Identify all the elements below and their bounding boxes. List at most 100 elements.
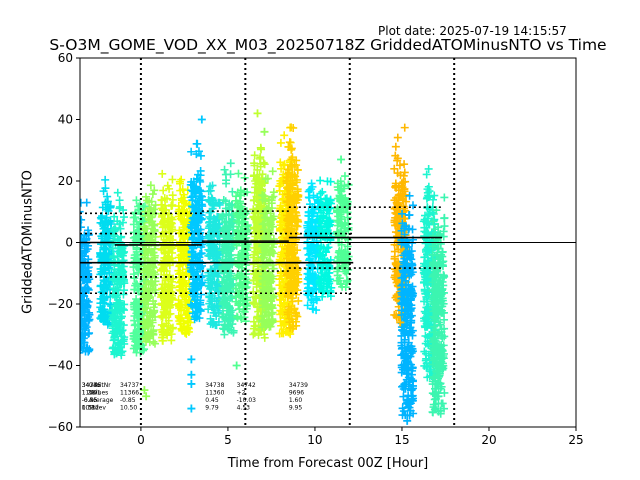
point-marker: [256, 162, 265, 171]
point-marker: [305, 185, 314, 194]
point-marker: [80, 290, 87, 299]
point-marker: [269, 192, 278, 201]
x-tick-label: 10: [307, 433, 322, 447]
point-marker: [197, 249, 206, 258]
point-marker: [129, 270, 138, 279]
point-marker: [308, 209, 317, 218]
point-marker: [290, 160, 299, 169]
point-marker: [144, 317, 153, 326]
cluster-8: [204, 181, 224, 330]
point-marker: [284, 183, 293, 192]
point-marker: [108, 290, 117, 299]
point-marker: [317, 227, 326, 236]
point-marker: [186, 222, 195, 231]
point-marker: [235, 281, 244, 290]
point-marker: [393, 156, 402, 165]
point-marker: [287, 203, 296, 212]
point-marker: [116, 314, 125, 323]
point-marker: [208, 291, 217, 300]
point-marker: [83, 263, 92, 272]
point-marker: [158, 228, 167, 237]
point-marker: [318, 187, 327, 196]
point-marker: [406, 406, 415, 415]
point-marker: [80, 198, 85, 207]
point-marker: [195, 187, 204, 196]
point-marker: [407, 386, 416, 395]
point-marker: [292, 178, 301, 187]
cluster-2: [108, 188, 129, 360]
point-marker: [262, 282, 271, 291]
point-marker: [150, 244, 159, 253]
point-marker: [275, 186, 284, 195]
point-marker: [402, 327, 411, 336]
annotation-text: Values: [89, 390, 109, 397]
point-marker: [168, 175, 177, 184]
point-marker: [310, 273, 319, 282]
point-marker: [80, 207, 84, 216]
point-marker: [316, 176, 325, 185]
point-marker: [220, 224, 229, 233]
point-marker: [421, 289, 430, 298]
point-marker: [111, 225, 120, 234]
point-marker: [236, 274, 245, 283]
point-marker: [422, 170, 431, 179]
point-marker: [276, 301, 285, 310]
point-marker: [342, 256, 351, 265]
point-marker: [285, 138, 294, 147]
point-marker: [249, 287, 258, 296]
point-marker: [178, 231, 187, 240]
point-marker: [103, 192, 112, 201]
point-marker: [135, 232, 144, 241]
point-marker: [250, 250, 259, 259]
point-marker: [168, 225, 177, 234]
point-marker: [188, 302, 197, 311]
point-marker: [304, 270, 313, 279]
point-marker: [289, 214, 298, 223]
point-marker: [143, 207, 152, 216]
point-marker: [423, 373, 432, 382]
point-marker: [400, 160, 409, 169]
point-marker: [151, 300, 160, 309]
point-marker: [240, 173, 249, 182]
point-marker: [109, 270, 118, 279]
point-marker: [225, 205, 234, 214]
data-clusters: [80, 123, 449, 420]
outlier-marker: [187, 370, 196, 379]
point-marker: [288, 153, 297, 162]
point-marker: [266, 296, 275, 305]
point-marker: [209, 308, 218, 317]
point-marker: [151, 277, 160, 286]
point-marker: [255, 154, 264, 163]
point-marker: [175, 302, 184, 311]
point-marker: [280, 131, 289, 140]
point-marker: [223, 324, 232, 333]
point-marker: [149, 263, 158, 272]
point-marker: [319, 279, 328, 288]
point-marker: [421, 323, 430, 332]
annotation-text: 4.53: [237, 405, 251, 412]
outlier-marker: [232, 361, 241, 370]
point-marker: [183, 325, 192, 334]
point-marker: [401, 197, 410, 206]
point-marker: [251, 292, 260, 301]
point-marker: [292, 309, 301, 318]
point-marker: [424, 210, 433, 219]
point-marker: [80, 306, 84, 315]
point-marker: [136, 328, 145, 337]
cluster-6: [174, 175, 195, 338]
point-marker: [101, 175, 110, 184]
point-marker: [188, 192, 197, 201]
annotation-text: 9.79: [205, 405, 219, 412]
point-marker: [215, 219, 224, 228]
point-marker: [276, 138, 285, 147]
point-marker: [343, 197, 352, 206]
point-marker: [179, 198, 188, 207]
annotation-text: 34742: [237, 382, 256, 389]
point-marker: [132, 279, 141, 288]
cluster-15: [303, 179, 324, 315]
point-marker: [206, 283, 215, 292]
point-marker: [110, 212, 119, 221]
point-marker: [333, 221, 342, 230]
point-marker: [420, 297, 429, 306]
